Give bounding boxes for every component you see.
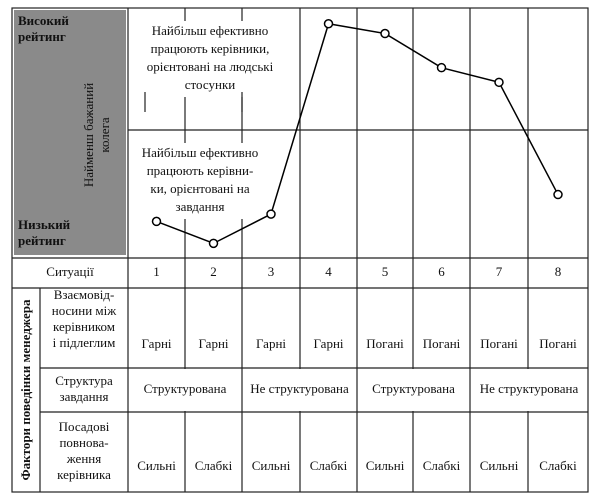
category-label: 4 [325,264,332,279]
cell: Погані [480,336,518,351]
category-label: 6 [438,264,445,279]
category-label: 1 [153,264,160,279]
factor-label: Посадові [59,419,110,434]
cell: Слабкі [310,458,348,473]
cell: Гарні [256,336,286,351]
y-top-label: рейтинг [18,29,66,44]
y-bottom-label: рейтинг [18,233,66,248]
category-label: 3 [268,264,275,279]
annotation: Найбільш ефективно [152,23,269,38]
factor-label: і підлеглим [53,335,116,350]
annotation-bg [130,143,270,219]
annotation: працюють керівни- [147,163,254,178]
factor-label: Взаємовід- [54,287,115,302]
y-axis-label: колега [97,117,112,153]
series-line [156,22,559,245]
cell: Структурована [144,381,227,396]
cell: Погані [366,336,404,351]
annotation: працюють керівники, [151,41,270,56]
annotation: стосунки [185,77,235,92]
factor-label: носини між [52,303,118,318]
annotation: Найбільш ефективно [142,145,259,160]
category-label: 7 [496,264,503,279]
cell: Сильні [480,458,519,473]
factor-label: завдання [60,389,109,404]
shaded-axis [14,10,126,255]
cell-merge [412,369,414,411]
cell-merge [299,369,301,411]
annotation: орієнтовані на людські [147,59,274,74]
cell: Погані [423,336,461,351]
factor-label: повнова- [59,435,108,450]
cell: Гарні [141,336,171,351]
cell: Слабкі [539,458,577,473]
annotation-bg [140,21,280,97]
factor-label: керівником [53,319,115,334]
cell: Структурована [372,381,455,396]
category-label: 8 [555,264,562,279]
category-label: 2 [210,264,217,279]
cell: Гарні [198,336,228,351]
point [208,238,219,249]
point [380,28,390,39]
cell: Погані [539,336,577,351]
row-label: Ситуації [46,264,94,279]
y-axis-label: Найменш бажаний [81,83,96,187]
factor-label: Структура [55,373,113,388]
point [266,209,276,219]
factors-label: Фактори поведінки менеджера [18,299,33,481]
cell: Сильні [366,458,405,473]
cell-merge [527,369,529,411]
point [553,189,563,200]
point [151,216,162,227]
cell: Не структурована [250,381,349,396]
cell: Сильні [137,458,176,473]
cell: Слабкі [195,458,233,473]
point [323,19,334,29]
cell: Слабкі [423,458,461,473]
point [436,62,447,73]
annotation: ки, орієнтовані на [150,181,249,196]
cell: Сильні [252,458,291,473]
y-bottom-label: Низький [18,217,71,232]
cell: Не структурована [480,381,579,396]
annotation: завдання [176,199,225,214]
factor-label: керівника [57,467,111,482]
cell: Гарні [313,336,343,351]
factor-label: ження [66,451,101,466]
y-top-label: Високий [18,13,69,28]
point [494,77,504,88]
category-label: 5 [382,264,389,279]
cell-merge [184,369,186,411]
